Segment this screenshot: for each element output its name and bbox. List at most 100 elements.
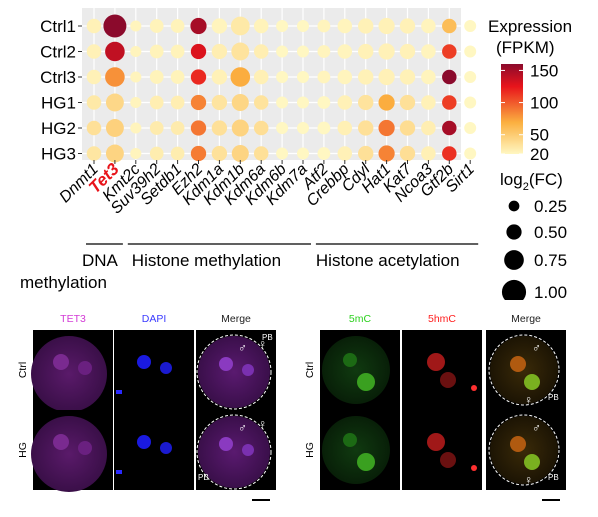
row-label-ctrl: Ctrl bbox=[304, 362, 316, 378]
dot-suv39h2-ctrl1 bbox=[149, 19, 164, 33]
dot-kmt2c-hg3 bbox=[130, 147, 142, 160]
dot-kdm6a-ctrl1 bbox=[253, 18, 269, 34]
gene-groups: DNA methylation Histone methylation Histone… bbox=[20, 243, 479, 292]
male-symbol: ♂ bbox=[532, 421, 541, 435]
group-label: Histone methylation bbox=[132, 251, 281, 270]
polar-body-dapi bbox=[116, 470, 122, 474]
dot-ncoa3-ctrl2 bbox=[421, 44, 436, 59]
dot-gtf2b-hg2 bbox=[442, 120, 457, 136]
dot-cdyl-ctrl1 bbox=[358, 18, 374, 34]
dot-sirt1-hg1 bbox=[464, 96, 477, 109]
size-legend-label: 0.25 bbox=[534, 197, 567, 216]
dot-sirt1-hg2 bbox=[464, 122, 477, 134]
oocyte bbox=[490, 336, 558, 404]
female-symbol: ♀ bbox=[258, 337, 267, 351]
pronucleus bbox=[524, 454, 540, 470]
size-legend-label: 1.00 bbox=[534, 283, 567, 300]
dot-cdyl-ctrl3 bbox=[358, 69, 374, 85]
dot-dnmt1-ctrl1 bbox=[86, 18, 102, 34]
micro-image bbox=[114, 330, 194, 410]
pronucleus bbox=[53, 354, 69, 370]
dot-kdm6a-ctrl2 bbox=[253, 44, 269, 59]
pronucleus bbox=[440, 372, 456, 388]
dot-tet3-ctrl2 bbox=[105, 41, 125, 62]
group-label-line2: methylation bbox=[20, 273, 107, 292]
dot-atf2-ctrl1 bbox=[317, 19, 331, 33]
channel-label-merge: Merge bbox=[221, 313, 251, 325]
dot-kdm7a-hg2 bbox=[297, 122, 309, 134]
oocyte bbox=[198, 336, 270, 408]
dot-dnmt1-ctrl2 bbox=[86, 44, 102, 59]
dot-kat7-hg2 bbox=[399, 120, 416, 136]
dot-kdm1b-hg2 bbox=[231, 119, 249, 137]
nucleus-dapi bbox=[137, 435, 151, 449]
dot-kmt2c-hg2 bbox=[130, 122, 142, 134]
dot-tet3-ctrl3 bbox=[105, 67, 125, 87]
dot-ezh2-hg3 bbox=[190, 145, 207, 162]
dot-crebbp-hg2 bbox=[337, 120, 353, 136]
pronucleus bbox=[343, 353, 357, 367]
pronucleus bbox=[78, 441, 92, 455]
dotplot-chart: Ctrl1 Ctrl2 Ctrl3 HG1 HG2 HG3 Dnmt1Tet3Kmt2cS… bbox=[20, 8, 572, 300]
dot-hat1-hg1 bbox=[378, 94, 395, 111]
dot-cdyl-hg1 bbox=[358, 94, 374, 111]
color-legend-title-1: Expression bbox=[488, 17, 572, 36]
pronucleus bbox=[427, 433, 445, 451]
oocyte bbox=[322, 336, 390, 404]
dot-atf2-hg3 bbox=[317, 147, 331, 160]
micro-image bbox=[402, 330, 482, 410]
dot-crebbp-ctrl1 bbox=[337, 18, 353, 34]
dot-ezh2-ctrl2 bbox=[190, 43, 207, 60]
dot-gtf2b-hg1 bbox=[442, 95, 457, 110]
microscopy-panels: TET3 DAPI Merge Ctrl ♂ ♀ PB HG ♂ ♀ PB 5mC 5hmC Merge C… bbox=[0, 300, 598, 512]
dot-kdm1a-ctrl2 bbox=[211, 43, 228, 60]
dot-kat7-ctrl1 bbox=[399, 18, 416, 34]
size-legend-title: log2(FC) bbox=[500, 170, 563, 193]
dot-ezh2-hg1 bbox=[190, 94, 207, 111]
dot-gtf2b-ctrl2 bbox=[442, 44, 457, 59]
dot-kdm6b-hg2 bbox=[276, 122, 289, 134]
female-symbol: ♀ bbox=[258, 417, 267, 431]
male-symbol: ♂ bbox=[238, 421, 247, 435]
size-legend-dot bbox=[504, 250, 524, 270]
dot-setdb1-ctrl1 bbox=[170, 19, 185, 33]
size-legend-label: 0.75 bbox=[534, 251, 567, 270]
pronucleus bbox=[427, 353, 445, 371]
dot-kat7-hg1 bbox=[399, 94, 416, 111]
polar-body-label: PB bbox=[548, 473, 559, 482]
dot-suv39h2-hg1 bbox=[149, 95, 164, 110]
cell-outline bbox=[196, 334, 272, 410]
dot-kmt2c-ctrl1 bbox=[130, 20, 142, 32]
female-symbol: ♀ bbox=[524, 393, 533, 407]
nucleus-dapi bbox=[160, 442, 172, 454]
pronucleus bbox=[53, 434, 69, 450]
dot-ezh2-ctrl3 bbox=[190, 69, 207, 85]
dot-kdm1a-hg1 bbox=[211, 94, 228, 111]
pronucleus bbox=[440, 452, 456, 468]
pronucleus bbox=[242, 444, 254, 456]
polar-body-label: PB bbox=[198, 473, 209, 482]
channel-label-tet3: TET3 bbox=[60, 313, 86, 325]
dot-sirt1-ctrl1 bbox=[464, 20, 477, 32]
dot-hat1-hg2 bbox=[378, 119, 395, 137]
dot-kdm6a-hg1 bbox=[253, 95, 269, 110]
sample-label-hg1: HG1 bbox=[41, 94, 76, 113]
dot-kdm7a-ctrl3 bbox=[297, 71, 309, 83]
dot-kdm1b-hg3 bbox=[231, 144, 249, 163]
dot-kmt2c-hg1 bbox=[130, 96, 142, 109]
dot-suv39h2-hg2 bbox=[149, 121, 164, 135]
dot-kat7-hg3 bbox=[399, 145, 416, 162]
sample-label-hg2: HG2 bbox=[41, 119, 76, 138]
color-tick-label: 50 bbox=[530, 126, 549, 145]
sample-label-ctrl2: Ctrl2 bbox=[40, 43, 76, 62]
dot-hat1-ctrl1 bbox=[378, 17, 395, 35]
dot-sirt1-ctrl3 bbox=[464, 71, 477, 83]
dot-tet3-ctrl1 bbox=[103, 14, 127, 38]
dot-kdm6b-hg3 bbox=[276, 147, 289, 160]
dot-kdm6b-hg1 bbox=[276, 96, 289, 109]
dot-hat1-ctrl3 bbox=[378, 68, 395, 86]
pronucleus bbox=[219, 357, 233, 371]
dot-tet3-hg2 bbox=[105, 119, 124, 137]
dot-ncoa3-hg3 bbox=[421, 146, 436, 161]
